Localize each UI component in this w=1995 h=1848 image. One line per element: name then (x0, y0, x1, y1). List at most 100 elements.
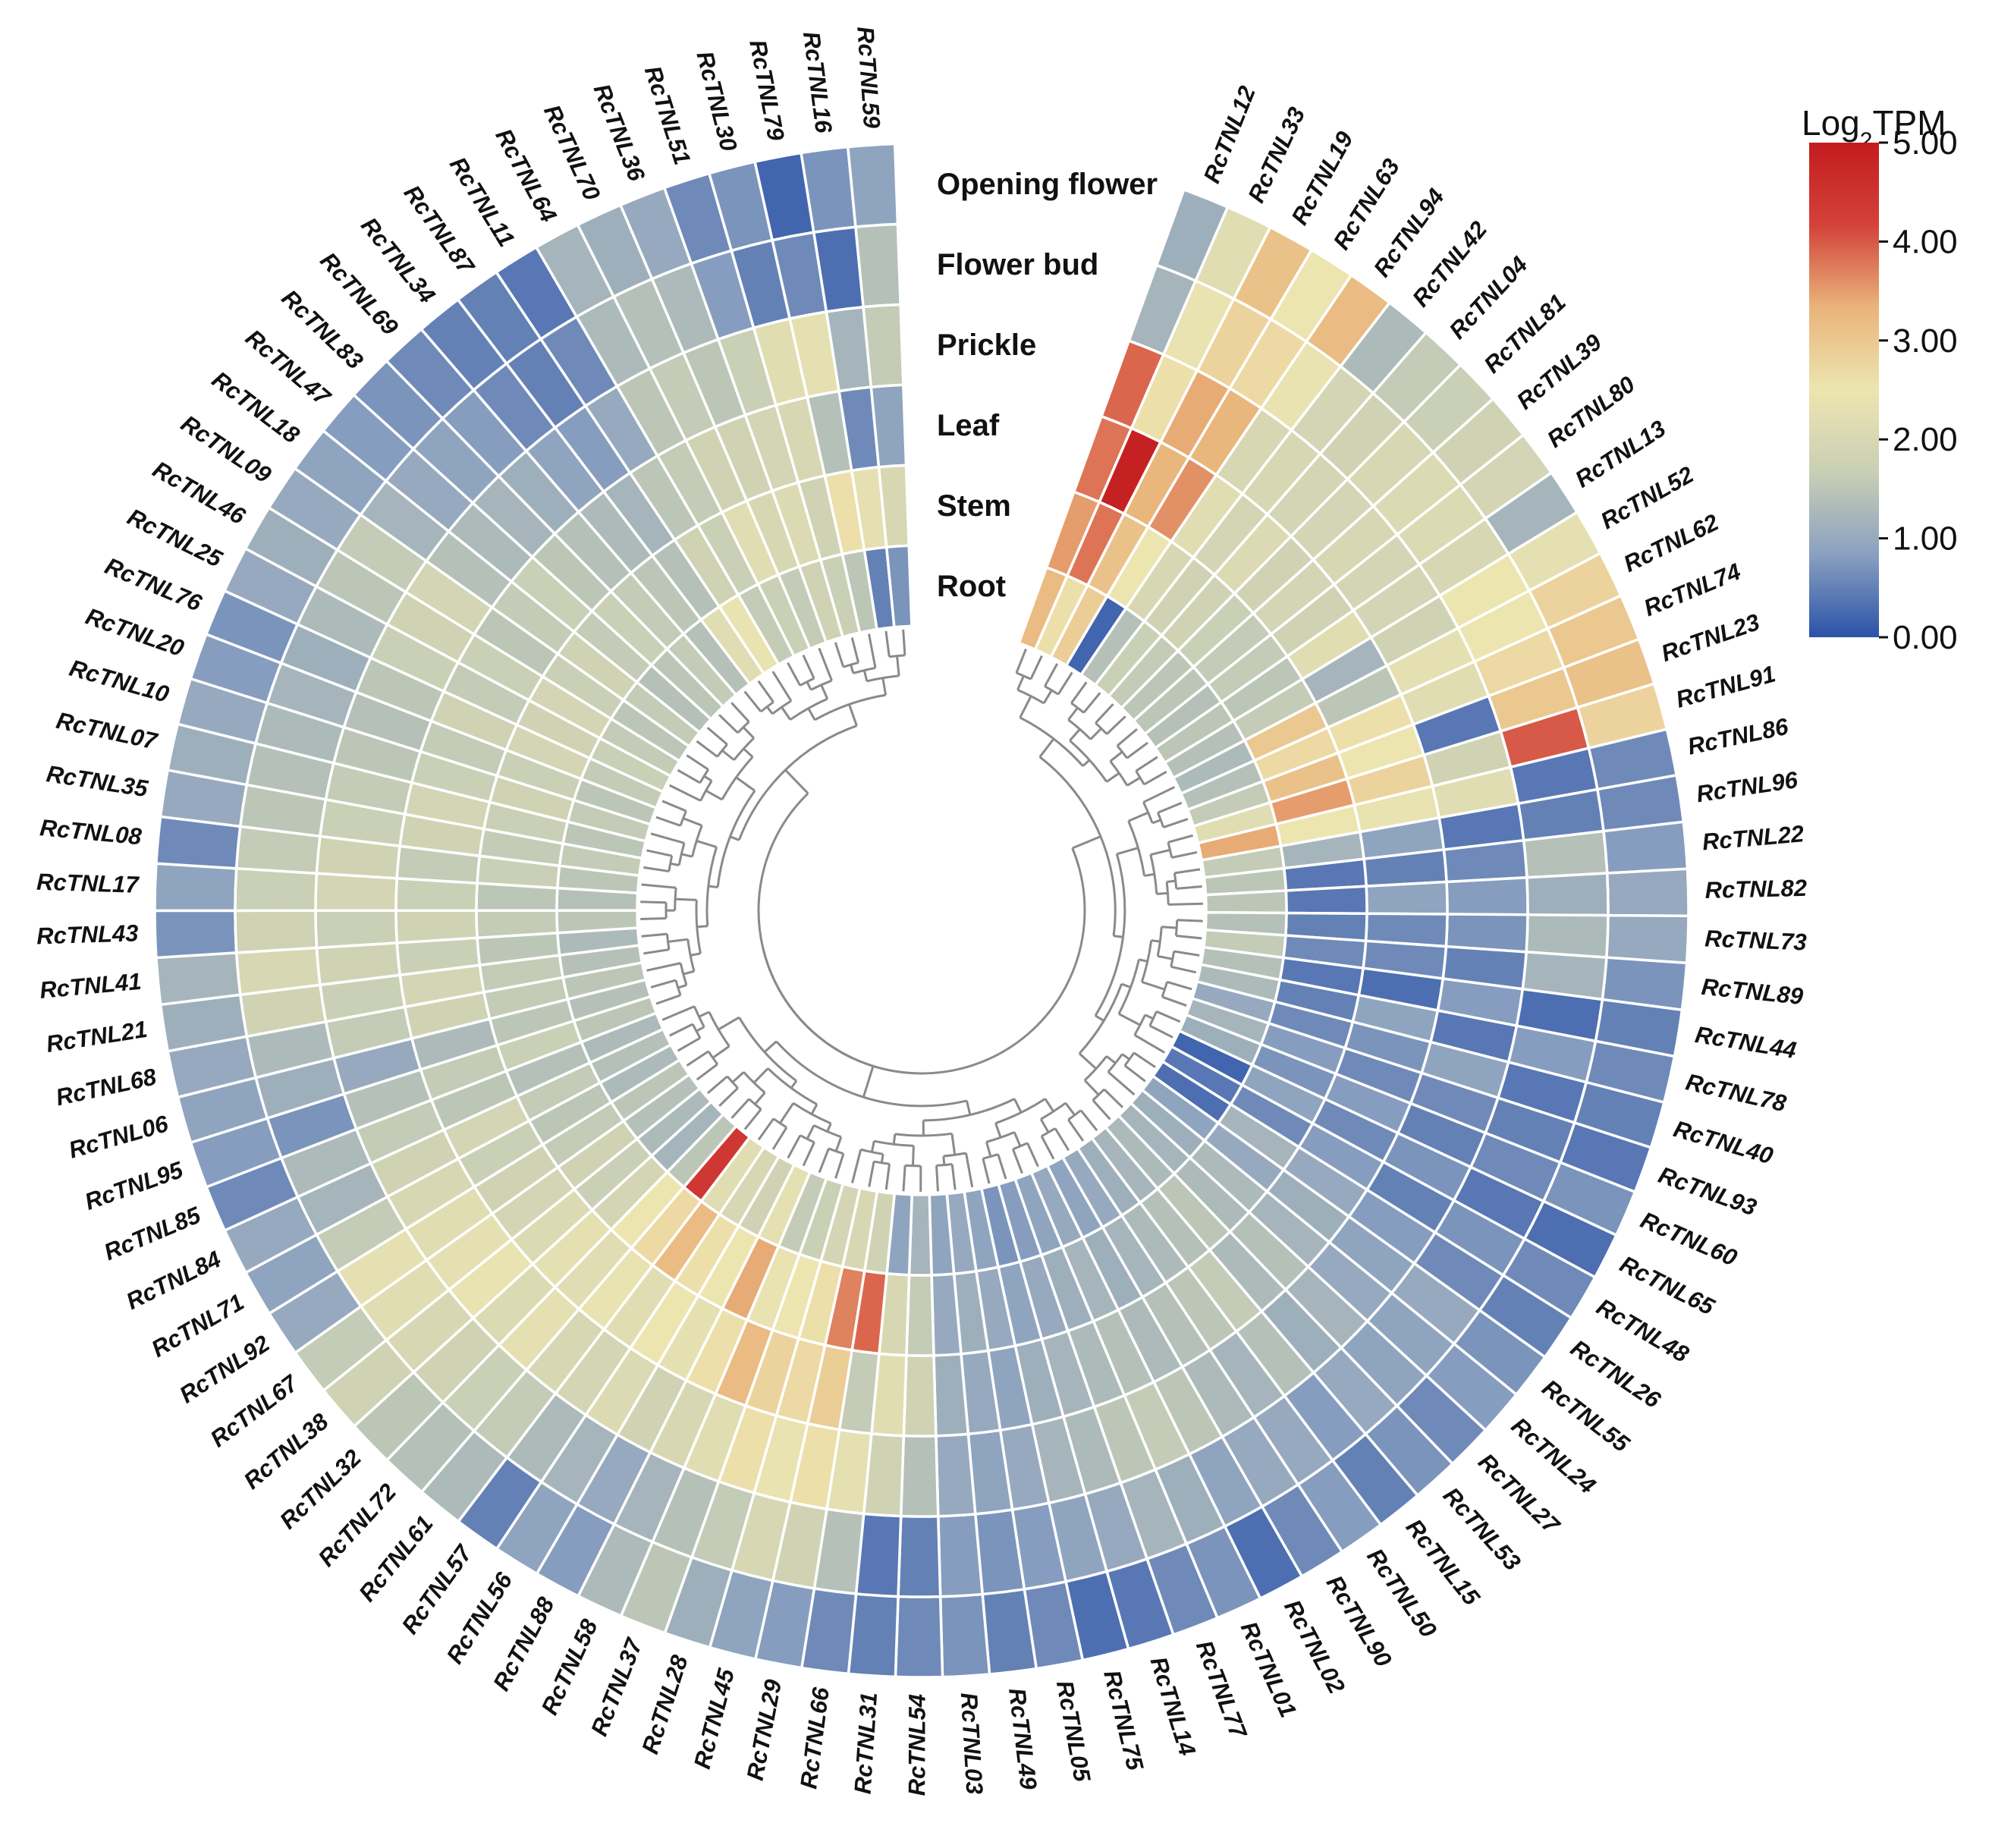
dendrogram-branch (668, 938, 688, 943)
gene-label-RcTNL20: RcTNL20 (82, 603, 187, 662)
gene-label-RcTNL60: RcTNL60 (1637, 1206, 1741, 1271)
gene-label-RcTNL45: RcTNL45 (689, 1665, 740, 1771)
dendrogram-branch (1144, 872, 1155, 877)
dendrogram-branch (894, 1132, 953, 1137)
dendrogram-branch (696, 1026, 705, 1032)
dendrogram-branch (1170, 965, 1197, 974)
dendrogram-branch (757, 1117, 774, 1141)
dendrogram-branch (802, 1142, 815, 1167)
dendrogram-branch (1089, 728, 1102, 740)
gene-label-RcTNL12: RcTNL12 (1199, 82, 1261, 187)
gene-label-RcTNL59: RcTNL59 (852, 26, 885, 130)
dendrogram-branch (762, 847, 1086, 1075)
gene-label-RcTNL22: RcTNL22 (1701, 820, 1805, 855)
dendrogram-branch (1157, 954, 1173, 960)
heatmap-cell-RcTNL43-prickle (314, 909, 399, 950)
dendrogram-branch (870, 1140, 875, 1152)
dendrogram-branch (757, 792, 874, 1067)
dendrogram-branch (982, 1158, 991, 1184)
dendrogram-branch (868, 1161, 875, 1187)
heatmap-cell-RcTNL03-leaf (932, 1352, 970, 1438)
dendrogram-branch (1151, 939, 1161, 943)
dendrogram-branch (670, 862, 680, 866)
dendrogram-branch (1135, 770, 1145, 785)
dendrogram-branch (1145, 1014, 1154, 1020)
dendrogram-branch (771, 1127, 788, 1150)
dendrogram-branch (1123, 1064, 1146, 1083)
dendrogram-branch (712, 1045, 730, 1059)
dendrogram-branch (743, 1108, 762, 1130)
dendrogram-branch (705, 789, 723, 801)
dendrogram-branch (757, 680, 774, 703)
gene-label-RcTNL54: RcTNL54 (903, 1694, 930, 1796)
dendrogram-branch (767, 1067, 818, 1105)
dendrogram-branch (760, 701, 774, 713)
gene-label-RcTNL21: RcTNL21 (44, 1016, 149, 1058)
heatmap-cell-RcTNL03-flower-bud (936, 1512, 985, 1598)
dendrogram-branch (646, 849, 673, 857)
dendrogram-branch (1044, 663, 1059, 687)
ring-label-prickle: Prickle (937, 328, 1036, 362)
dendrogram-branch (1177, 919, 1203, 922)
dendrogram-branch (848, 704, 858, 727)
dendrogram-branch (1165, 882, 1170, 905)
heatmap-cell-RcTNL22-opening-flower (1602, 820, 1689, 875)
dendrogram-branch (640, 916, 667, 921)
legend-tick-label: 5.00 (1893, 124, 1958, 162)
gene-label-RcTNL89: RcTNL89 (1700, 973, 1805, 1010)
dendrogram-branch (1067, 1119, 1085, 1142)
dendrogram-branch (674, 897, 697, 901)
heatmap-cell-RcTNL73-opening-flower (1604, 913, 1690, 965)
dendrogram-branch (1015, 648, 1027, 674)
dendrogram-branch (896, 655, 900, 677)
dendrogram-branch (655, 994, 681, 1005)
dendrogram-branch (834, 1153, 845, 1179)
dendrogram-branch (698, 1010, 710, 1018)
dendrogram-branch (731, 1071, 745, 1083)
gene-label-RcTNL17: RcTNL17 (36, 869, 140, 898)
dendrogram-branch (994, 1123, 1002, 1138)
dendrogram-branch (1161, 926, 1177, 929)
dendrogram-branch (1064, 1102, 1076, 1116)
dendrogram-branch (1107, 1070, 1136, 1096)
dendrogram-branch (1151, 819, 1161, 825)
dendrogram-branch (965, 1152, 974, 1188)
dendrogram-branch (1149, 854, 1158, 894)
heatmap-cell-RcTNL03-opening-flower (938, 1592, 991, 1679)
dendrogram-branch (1157, 801, 1183, 814)
ring-label-leaf: Leaf (937, 409, 1000, 442)
dendrogram-branch (1116, 745, 1128, 759)
dendrogram-branch (1126, 741, 1148, 759)
dendrogram-branch (1094, 853, 1126, 1017)
dendrogram-branch (1133, 1034, 1165, 1054)
dendrogram-branch (995, 1098, 1046, 1124)
dendrogram-branch (699, 780, 713, 802)
heatmap-cell-RcTNL54-opening-flower (894, 1595, 944, 1679)
dendrogram-branch (641, 883, 677, 889)
dendrogram-branch (1069, 740, 1108, 783)
heatmap-cell-RcTNL82-root (1204, 889, 1288, 915)
dendrogram-branch (1173, 872, 1178, 889)
dendrogram-branch (799, 677, 815, 687)
gene-label-RcTNL10: RcTNL10 (67, 655, 172, 708)
dendrogram-branch (766, 706, 774, 715)
dendrogram-branch (1013, 1098, 1023, 1114)
dendrogram-branch (763, 1040, 778, 1053)
dendrogram-branch (1116, 728, 1138, 747)
dendrogram-branch (1016, 675, 1025, 690)
dendrogram-branch (1040, 1135, 1055, 1160)
legend-tick-label: 3.00 (1893, 322, 1958, 360)
dendrogram-branch (679, 810, 687, 826)
gene-label-RcTNL91: RcTNL91 (1673, 660, 1779, 712)
dendrogram-branch (1121, 982, 1132, 988)
gene-label-RcTNL73: RcTNL73 (1704, 925, 1808, 955)
heatmap-cell-RcTNL59-opening-flower (846, 142, 900, 229)
dendrogram-branch (1082, 759, 1091, 767)
dendrogram-branch (661, 800, 687, 812)
dendrogram-branch (708, 885, 718, 889)
dendrogram-branch (1095, 1014, 1104, 1022)
gene-label-RcTNL44: RcTNL44 (1693, 1021, 1798, 1064)
dendrogram-branch (784, 768, 809, 794)
dendrogram-branch (866, 674, 900, 683)
